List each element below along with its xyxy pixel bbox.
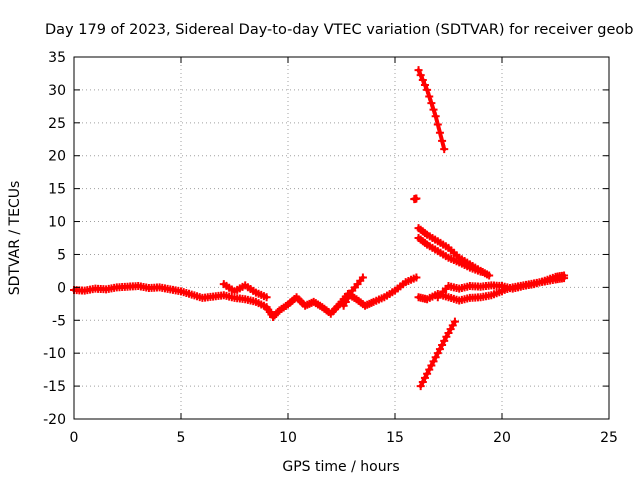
x-tick-label: 0 bbox=[70, 430, 79, 446]
y-tick-label: 30 bbox=[48, 83, 66, 99]
data-point bbox=[431, 353, 440, 362]
data-point bbox=[476, 267, 485, 276]
data-point bbox=[560, 274, 569, 283]
data-point bbox=[420, 373, 429, 382]
y-tick-label: -5 bbox=[52, 313, 66, 329]
data-point bbox=[435, 345, 444, 354]
x-tick-label: 20 bbox=[493, 430, 511, 446]
data-point bbox=[423, 85, 432, 94]
y-tick-label: 15 bbox=[48, 182, 66, 198]
data-point bbox=[416, 71, 425, 80]
x-tick-label: 5 bbox=[177, 430, 186, 446]
data-point bbox=[420, 80, 429, 89]
data-point bbox=[429, 357, 438, 366]
data-point bbox=[431, 112, 440, 121]
data-point bbox=[414, 66, 423, 75]
y-axis-label: SDTVAR / TECUs bbox=[7, 181, 23, 296]
data-point bbox=[438, 340, 447, 349]
data-point bbox=[438, 136, 447, 145]
x-axis-label: GPS time / hours bbox=[282, 459, 399, 475]
y-tick-label: 35 bbox=[48, 50, 66, 66]
axis-ticks: 0 5 10 15 20 25 -20 -15 -10 -5 0 5 10 15 20 25 30 35 bbox=[43, 50, 618, 446]
data-point bbox=[435, 128, 444, 137]
y-tick-label: 25 bbox=[48, 116, 66, 132]
data-point bbox=[427, 99, 436, 108]
y-tick-label: 10 bbox=[48, 215, 66, 231]
data-point bbox=[425, 92, 434, 101]
data-point bbox=[358, 273, 367, 282]
data-point bbox=[412, 273, 421, 282]
data-point bbox=[412, 194, 421, 203]
data-point bbox=[433, 349, 442, 358]
data-point bbox=[429, 105, 438, 114]
y-tick-label: -10 bbox=[43, 346, 66, 362]
data-point bbox=[427, 361, 436, 370]
x-tick-label: 15 bbox=[386, 430, 404, 446]
plot-frame bbox=[73, 56, 610, 420]
data-point bbox=[418, 377, 427, 386]
y-tick-label: 20 bbox=[48, 149, 66, 165]
data-point bbox=[450, 317, 459, 326]
y-tick-label: 0 bbox=[57, 280, 66, 296]
chart-title: Day 179 of 2023, Sidereal Day-to-day VTE… bbox=[45, 22, 633, 38]
data-marks bbox=[70, 66, 569, 391]
data-point bbox=[416, 382, 425, 391]
x-tick-label: 25 bbox=[600, 430, 618, 446]
data-point bbox=[418, 76, 427, 85]
data-point bbox=[423, 369, 432, 378]
y-tick-label: -20 bbox=[43, 412, 66, 428]
data-point bbox=[425, 365, 434, 374]
grid-lines bbox=[74, 57, 609, 419]
data-point bbox=[433, 120, 442, 129]
data-point bbox=[440, 145, 449, 154]
data-point bbox=[485, 271, 494, 280]
y-tick-label: 5 bbox=[57, 247, 66, 263]
y-tick-label: -15 bbox=[43, 379, 66, 395]
data-point bbox=[262, 293, 271, 302]
x-tick-label: 10 bbox=[279, 430, 297, 446]
data-point bbox=[440, 336, 449, 345]
